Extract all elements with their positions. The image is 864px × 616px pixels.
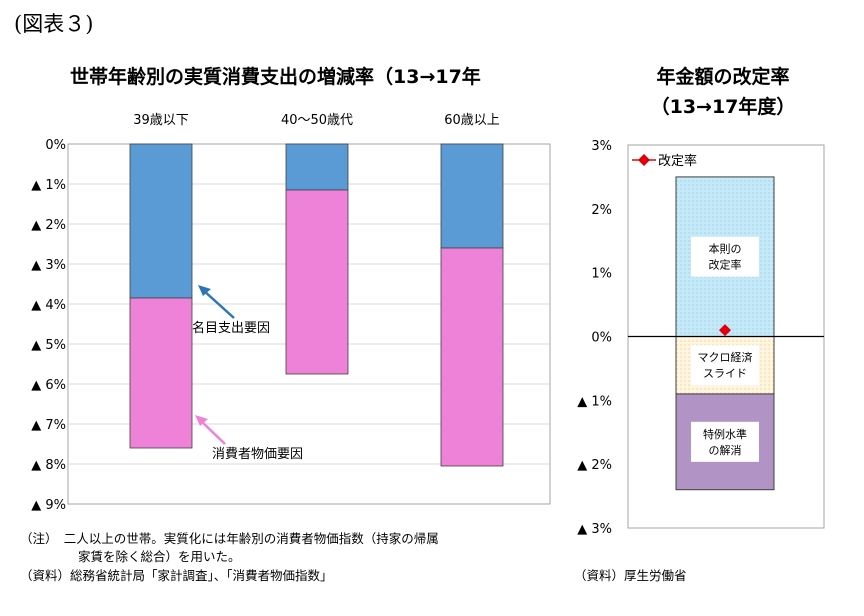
annotation-nominal-spending: 名目支出要因	[192, 320, 270, 336]
segment-label: 改定率	[709, 258, 742, 272]
left-y-tick-label: ▲ 5%	[31, 338, 66, 353]
left-y-tick-label: ▲ 7%	[31, 418, 66, 433]
left-y-tick-label: ▲ 3%	[31, 258, 66, 273]
left-y-tick-label: ▲ 1%	[31, 178, 66, 193]
annotation-arrow-price	[199, 419, 226, 445]
segment-label: マクロ経済	[698, 350, 753, 364]
revision-rate-marker	[719, 324, 731, 337]
left-category-label: 40〜50歳代	[281, 113, 353, 128]
left-y-tick-label: ▲ 6%	[31, 378, 66, 393]
bar-consumer-price	[285, 189, 349, 375]
segment-label: 特例水準	[703, 427, 747, 441]
left-y-tick-label: ▲ 8%	[31, 458, 66, 473]
segment-label-box	[691, 236, 759, 277]
left-y-tick-label: ▲ 2%	[31, 218, 66, 233]
left-y-tick-label: ▲ 9%	[31, 498, 66, 513]
segment-label-box	[691, 421, 759, 462]
left-category-label: 39歳以下	[133, 113, 189, 128]
segment-label: スライド	[703, 367, 747, 380]
legend-label: 改定率	[658, 153, 697, 169]
bar-consumer-price	[129, 297, 193, 449]
segment-label: 本則の	[709, 242, 742, 256]
bar-nominal-spending	[285, 143, 349, 191]
right-chart-subtitle: （13→17年度）	[650, 96, 796, 118]
bar-nominal-spending	[440, 143, 504, 249]
source-left: （資料）総務省統計局「家計調査」、「消費者物価指数」	[20, 568, 333, 583]
legend-marker	[638, 154, 650, 166]
right-y-tick-label: ▲ 3%	[577, 522, 612, 537]
segment-label: の解消	[709, 443, 742, 457]
left-chart-title: 世帯年齢別の実質消費支出の増減率（13→17年	[70, 66, 481, 88]
bar-consumer-price	[440, 247, 504, 467]
left-category-label: 60歳以上	[444, 113, 500, 128]
left-y-tick-label: 0%	[45, 138, 66, 153]
right-chart-title: 年金額の改定率	[656, 66, 790, 88]
right-y-tick-label: ▲ 2%	[577, 458, 612, 473]
annotation-arrowhead-nominal	[198, 285, 211, 296]
annotation-arrow-nominal	[202, 289, 235, 319]
figure-label: (図表３)	[14, 12, 94, 36]
right-y-tick-label: 1%	[591, 267, 612, 282]
right-y-tick-label: 0%	[591, 331, 612, 346]
note-line-1: （注） 二人以上の世帯。実質化には年齢別の消費者物価指数（持家の帰属	[20, 531, 439, 546]
bar-nominal-spending	[129, 143, 193, 299]
left-y-tick-label: ▲ 4%	[31, 298, 66, 313]
source-right: （資料）厚生労働省	[574, 568, 687, 583]
note-line-2: 家賃を除く総合）を用いた。	[78, 549, 241, 564]
segment-label-box	[691, 345, 759, 386]
right-y-tick-label: 3%	[591, 139, 612, 154]
annotation-consumer-price: 消費者物価要因	[212, 447, 303, 462]
right-y-tick-label: 2%	[591, 203, 612, 218]
annotation-arrowhead-price	[195, 415, 208, 426]
right-y-tick-label: ▲ 1%	[577, 394, 612, 409]
